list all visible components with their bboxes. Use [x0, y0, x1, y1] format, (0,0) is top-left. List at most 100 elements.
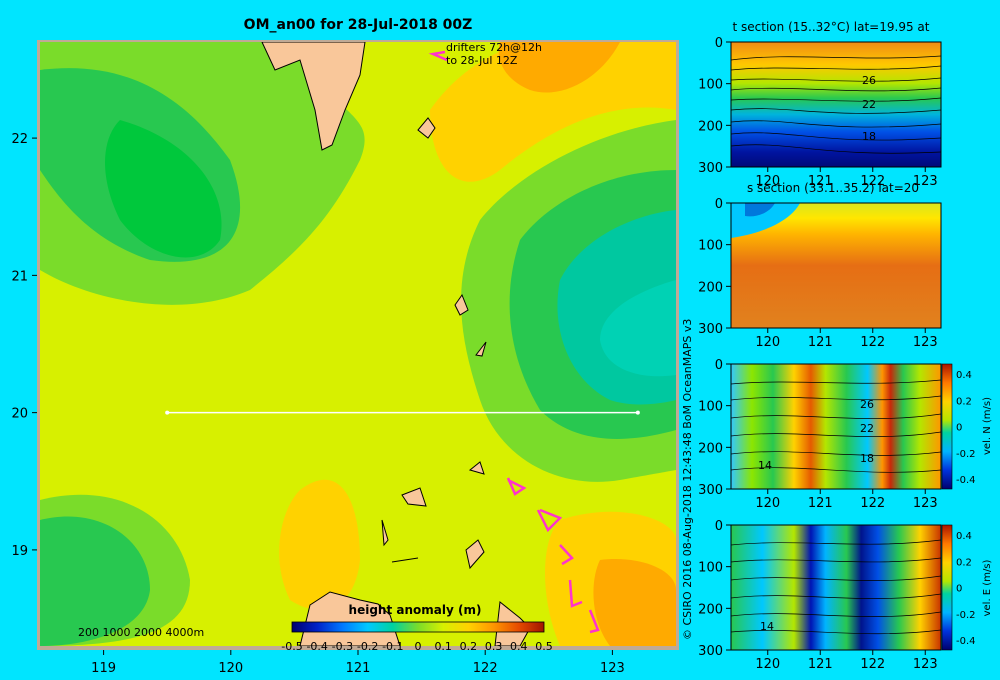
- panel-y-tick-label: 300: [698, 644, 723, 659]
- map-x-tick-label: 121: [346, 661, 371, 676]
- map-x-tick-label: 120: [218, 661, 243, 676]
- panel-y-tick-label: 300: [698, 322, 723, 337]
- panel-x-tick-label: 121: [808, 657, 833, 672]
- drifter-annotation-line-1: drifters 72h@12h: [446, 41, 542, 54]
- contour-label: 14: [758, 459, 772, 472]
- temperature-contours: [730, 55, 942, 154]
- panel-y-tick-label: 100: [698, 78, 723, 93]
- panel-x-tick-label: 122: [860, 657, 885, 672]
- panel-title: s section (33.1..35.2) lat=20: [747, 181, 919, 195]
- colorbar-tick-label: 0: [956, 423, 962, 434]
- main-map: OM_an00 for 28-Jul-2018 00Z: [11, 17, 679, 676]
- drifter-track: [559, 544, 574, 566]
- colorbar-tick-label: 0.1: [434, 640, 452, 653]
- map-y-tick-label: 19: [11, 544, 28, 559]
- panel-x-tick-label: 123: [913, 174, 938, 189]
- panel-x-tick-label: 121: [808, 496, 833, 511]
- panel-field: [731, 364, 941, 489]
- panel-y-tick-label: 0: [715, 197, 723, 212]
- contour-label: 26: [860, 398, 874, 411]
- panel-x-tick-label: 123: [913, 496, 938, 511]
- panel-x-tick-label: 122: [860, 174, 885, 189]
- credit-text: © CSIRO 2016 08-Aug-2018 12:43:48 BoM Oc…: [681, 319, 694, 640]
- colorbar-tick-label: -0.4: [306, 640, 327, 653]
- salinity-section: s section (33.1..35.2) lat=20: [731, 181, 941, 328]
- colorbar-tick-label: -0.4: [956, 475, 976, 486]
- panel-frame: [730, 524, 942, 651]
- contour-label: 26: [862, 74, 876, 87]
- drifter-tracks: [428, 50, 600, 634]
- panel-y-tick-label: 300: [698, 161, 723, 176]
- colorbar-tick-label: 0: [956, 584, 962, 595]
- colorbar-tick-label: -0.5: [281, 640, 302, 653]
- temperature-section: t section (15..32°C) lat=19.95 at: [730, 20, 942, 167]
- drifter-track: [536, 508, 563, 533]
- land-shapes: [261, 42, 531, 646]
- panel-x-tick-label: 122: [860, 496, 885, 511]
- colorbar-tick-label: 0: [415, 640, 422, 653]
- panel-y-tick-label: 200: [698, 119, 723, 134]
- drifter-annotation-line-2: to 28-Jul 12Z: [446, 54, 518, 67]
- colorbar-label: height anomaly (m): [349, 603, 482, 617]
- panel-y-tick-label: 200: [698, 441, 723, 456]
- depth-scale-label: 200 1000 2000 4000m: [78, 626, 204, 639]
- drifter-track: [428, 50, 448, 62]
- height-anomaly-colorbar: height anomaly (m) -0.5 -0.4 -0.3 -0.2 -0.1 0…: [281, 603, 552, 653]
- colorbar-label: vel. N (m/s): [982, 397, 993, 455]
- colorbar-tick-label: 0.4: [510, 640, 528, 653]
- panel-frame: [730, 41, 942, 168]
- map-y-tick-label: 22: [11, 132, 28, 147]
- height-anomaly-field: [40, 42, 676, 646]
- panel-x-tick-label: 120: [755, 657, 780, 672]
- colorbar-bar: [941, 363, 953, 490]
- colorbar-tick-label: 0.3: [485, 640, 503, 653]
- colorbar-tick-label: -0.3: [332, 640, 353, 653]
- map-y-tick-label: 21: [11, 269, 28, 284]
- panel-x-tick-label: 121: [808, 174, 833, 189]
- salinity-fresh-patch-core: [745, 203, 775, 217]
- colorbar-tick-label: -0.4: [956, 636, 976, 647]
- velocity-east-section: 0.4 0.2 0 -0.2 -0.4 vel. E (m/s): [730, 524, 993, 651]
- panel-title: t section (15..32°C) lat=19.95 at: [733, 20, 930, 34]
- panel-field: [731, 42, 941, 167]
- map-y-tick-label: 20: [11, 407, 28, 422]
- velocity-north-section: 0.4 0.2 0 -0.2 -0.4 vel. N (m/s): [730, 363, 993, 490]
- panel-frame: [730, 363, 942, 490]
- colorbar-tick-label: 0.4: [956, 370, 972, 381]
- colorbar-tick-label: 0.2: [956, 396, 972, 407]
- panel-x-tick-label: 120: [755, 335, 780, 350]
- colorbar-tick-label: -0.2: [956, 610, 976, 621]
- drifter-track: [506, 477, 527, 496]
- panel-x-tick-label: 121: [808, 335, 833, 350]
- map-title: OM_an00 for 28-Jul-2018 00Z: [244, 17, 473, 33]
- colorbar-bar: [941, 524, 953, 651]
- colorbar-tick-label: -0.2: [357, 640, 378, 653]
- panel-y-tick-label: 0: [715, 358, 723, 373]
- panel-x-tick-label: 120: [755, 174, 780, 189]
- colorbar-tick-label: 0.2: [956, 557, 972, 568]
- panel-x-tick-label: 123: [913, 657, 938, 672]
- panel-x-tick-label: 120: [755, 496, 780, 511]
- colorbar-tick-label: 0.4: [956, 531, 972, 542]
- panel-y-tick-label: 200: [698, 602, 723, 617]
- drifter-track: [568, 579, 583, 608]
- panel-y-tick-label: 0: [715, 519, 723, 534]
- panel-y-tick-label: 100: [698, 239, 723, 254]
- panel-y-tick-label: 100: [698, 561, 723, 576]
- drifter-track: [588, 609, 600, 634]
- colorbar-tick-label: -0.1: [382, 640, 403, 653]
- map-x-tick-label: 122: [473, 661, 498, 676]
- panel-y-tick-label: 200: [698, 280, 723, 295]
- section-line: [165, 410, 640, 415]
- panel-field: [731, 525, 941, 650]
- panel-y-tick-label: 100: [698, 400, 723, 415]
- contour-label: 22: [862, 98, 876, 111]
- panel-x-tick-label: 123: [913, 335, 938, 350]
- panel-y-tick-label: 300: [698, 483, 723, 498]
- colorbar-bar: [291, 621, 545, 633]
- colorbar-tick-label: 0.2: [460, 640, 478, 653]
- panel-x-tick-label: 122: [860, 335, 885, 350]
- colorbar-label: vel. E (m/s): [982, 559, 993, 616]
- map-x-tick-label: 123: [600, 661, 625, 676]
